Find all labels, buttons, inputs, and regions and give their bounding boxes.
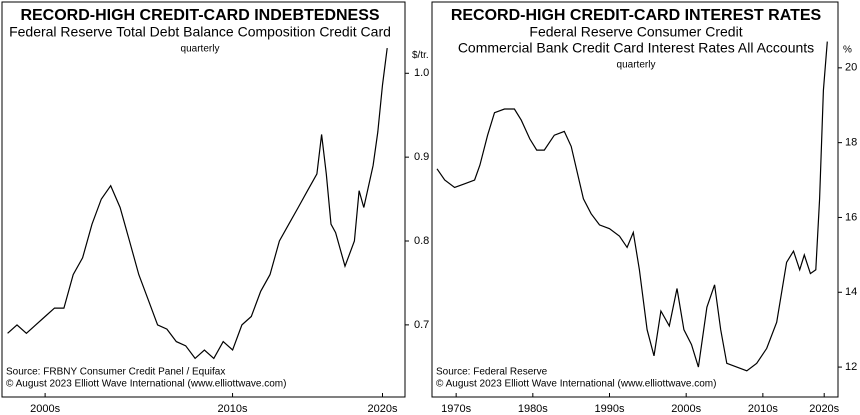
source-note: Source: FRBNY Consumer Credit Panel / Eq… [6,367,225,378]
y-axis-unit: % [843,44,852,55]
y-tick-label: 0.7 [414,319,429,331]
y-tick-label: 14 [845,286,857,298]
y-tick-label: 1.0 [414,67,429,79]
x-tick-label: 1980s [518,403,548,415]
plot-frame [431,1,839,398]
y-axis-unit: $/tr. [412,50,429,61]
x-tick-label: 2020s [809,403,839,415]
x-tick-label: 1970s [441,403,471,415]
y-tick-label: 0.9 [414,151,429,163]
chart-title: RECORD-HIGH CREDIT-CARD INTEREST RATES [451,7,822,24]
y-tick-label: 12 [845,361,857,373]
y-tick-label: 16 [845,211,857,223]
chart-subtitle: Commercial Bank Credit Card Interest Rat… [458,40,814,56]
y-tick-label: 0.8 [414,235,429,247]
x-tick-label: 1990s [595,403,625,415]
plot-frame [1,1,406,398]
source-note: © August 2023 Elliott Wave International… [436,379,716,390]
chart-subtitle: Federal Reserve Consumer Credit [529,24,742,40]
x-tick-label: 2000s [30,403,60,415]
y-tick-label: 20 [845,62,857,74]
y-tick-label: 18 [845,137,857,149]
source-note: © August 2023 Elliott Wave International… [6,379,286,390]
x-tick-label: 2010s [218,403,248,415]
frequency-label: quarterly [181,44,220,55]
data-line [436,41,828,372]
data-line [7,48,388,360]
x-tick-label: 2020s [368,403,398,415]
x-tick-label: 2010s [748,403,778,415]
x-tick-label: 2000s [671,403,701,415]
chart-title: RECORD-HIGH CREDIT-CARD INDEBTEDNESS [20,7,379,24]
chart-subtitle: Federal Reserve Total Debt Balance Compo… [9,24,391,40]
frequency-label: quarterly [617,60,656,71]
source-note: Source: Federal Reserve [436,367,548,378]
